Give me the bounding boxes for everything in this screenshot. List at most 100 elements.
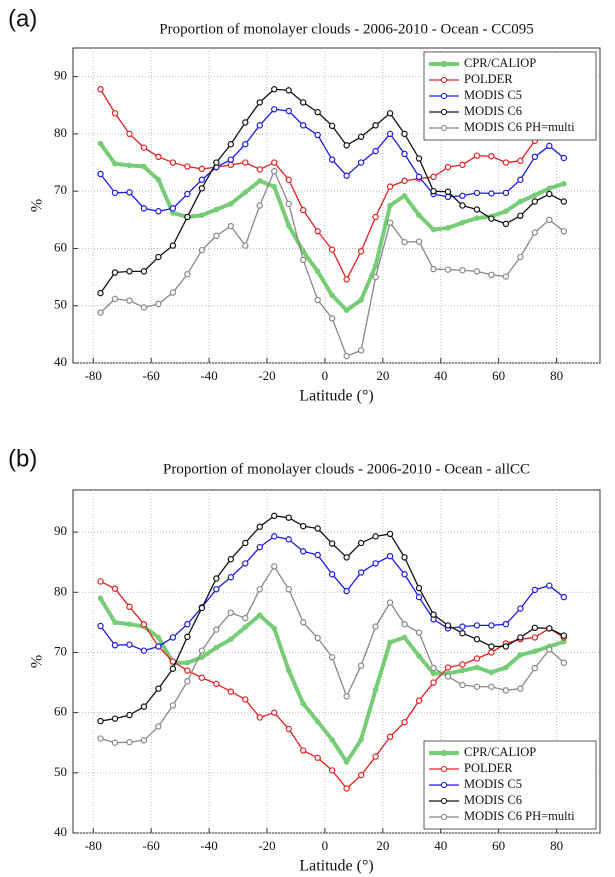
x-tick-label: -40 bbox=[200, 838, 217, 853]
x-tick-label: -60 bbox=[143, 368, 160, 383]
data-point bbox=[198, 674, 206, 681]
data-point bbox=[459, 192, 466, 199]
data-point bbox=[358, 297, 364, 303]
data-point bbox=[416, 653, 422, 659]
y-axis-label: % bbox=[29, 655, 46, 668]
data-point bbox=[517, 198, 524, 205]
data-point bbox=[473, 622, 481, 629]
data-point bbox=[227, 156, 235, 163]
data-point bbox=[444, 673, 452, 680]
data-point bbox=[256, 166, 263, 173]
data-point bbox=[343, 693, 350, 700]
data-point bbox=[228, 636, 234, 643]
data-point bbox=[415, 584, 423, 592]
x-axis-label: Latitude (°) bbox=[299, 858, 373, 875]
data-point bbox=[227, 556, 235, 563]
legend-label: MODIS C5 bbox=[464, 88, 522, 102]
data-point bbox=[242, 141, 249, 148]
data-point bbox=[111, 585, 119, 592]
data-point bbox=[328, 767, 336, 774]
data-point bbox=[300, 206, 307, 214]
data-point bbox=[271, 533, 278, 540]
data-point bbox=[126, 621, 133, 627]
data-point bbox=[343, 554, 350, 561]
y-tick-label: 80 bbox=[54, 583, 67, 598]
data-point bbox=[372, 213, 379, 221]
data-point bbox=[126, 738, 133, 746]
legend-marker bbox=[440, 92, 448, 100]
data-point bbox=[314, 131, 321, 139]
legend-marker bbox=[440, 781, 448, 789]
x-tick-label: 20 bbox=[376, 838, 389, 853]
data-point bbox=[415, 593, 423, 601]
data-point bbox=[415, 173, 423, 181]
data-point bbox=[560, 154, 568, 162]
data-point bbox=[140, 703, 148, 710]
data-point bbox=[372, 686, 379, 693]
data-point bbox=[502, 620, 510, 628]
data-point bbox=[444, 266, 452, 273]
x-tick-label: -20 bbox=[258, 368, 275, 383]
y-tick-label: 80 bbox=[54, 125, 67, 140]
data-point bbox=[242, 159, 249, 166]
data-point bbox=[343, 142, 350, 149]
y-tick-label: 50 bbox=[54, 764, 67, 779]
data-point bbox=[111, 189, 119, 197]
data-point bbox=[343, 276, 350, 283]
series bbox=[97, 167, 568, 360]
data-point bbox=[111, 739, 119, 746]
data-point bbox=[459, 161, 466, 169]
legend-marker bbox=[440, 813, 448, 821]
data-point bbox=[488, 643, 495, 650]
data-point bbox=[488, 153, 495, 160]
x-tick-label: -60 bbox=[143, 838, 160, 853]
data-point bbox=[256, 586, 263, 593]
legend-label: CPR/CALIOP bbox=[464, 745, 536, 759]
data-point bbox=[213, 159, 220, 166]
data-point bbox=[213, 206, 220, 213]
data-point bbox=[285, 667, 292, 674]
data-point bbox=[97, 578, 104, 585]
data-point bbox=[502, 643, 510, 650]
data-point bbox=[473, 189, 481, 197]
data-point bbox=[329, 736, 335, 743]
data-point bbox=[256, 714, 263, 721]
data-point bbox=[502, 220, 510, 228]
data-point bbox=[300, 747, 307, 754]
data-point bbox=[285, 200, 292, 207]
legend-label: MODIS C6 bbox=[464, 793, 522, 807]
data-point bbox=[387, 202, 393, 209]
data-point bbox=[140, 268, 148, 275]
data-point bbox=[561, 180, 567, 187]
data-point bbox=[285, 536, 292, 543]
legend-label: MODIS C5 bbox=[464, 777, 522, 791]
data-point bbox=[112, 160, 118, 167]
x-tick-label: -80 bbox=[85, 838, 102, 853]
data-point bbox=[242, 560, 249, 567]
data-point bbox=[473, 636, 481, 643]
y-tick-label: 70 bbox=[54, 643, 67, 658]
data-point bbox=[358, 736, 364, 743]
data-point bbox=[531, 229, 539, 236]
data-point bbox=[488, 669, 495, 676]
data-point bbox=[532, 648, 538, 655]
data-point bbox=[546, 582, 553, 589]
data-point bbox=[502, 273, 510, 280]
data-point bbox=[227, 161, 235, 169]
data-point bbox=[285, 176, 292, 183]
data-point bbox=[459, 267, 466, 274]
x-tick-label: 0 bbox=[322, 368, 329, 383]
x-tick-label: 40 bbox=[434, 368, 447, 383]
data-point bbox=[140, 620, 148, 628]
legend-label: POLDER bbox=[464, 761, 513, 775]
legend-marker bbox=[440, 124, 448, 132]
data-point bbox=[343, 172, 350, 179]
data-point bbox=[488, 271, 495, 278]
data-point bbox=[300, 256, 307, 264]
data-point bbox=[140, 144, 148, 151]
y-tick-label: 60 bbox=[54, 239, 67, 254]
data-point bbox=[184, 659, 191, 666]
data-point bbox=[415, 238, 423, 245]
data-point bbox=[328, 122, 336, 130]
